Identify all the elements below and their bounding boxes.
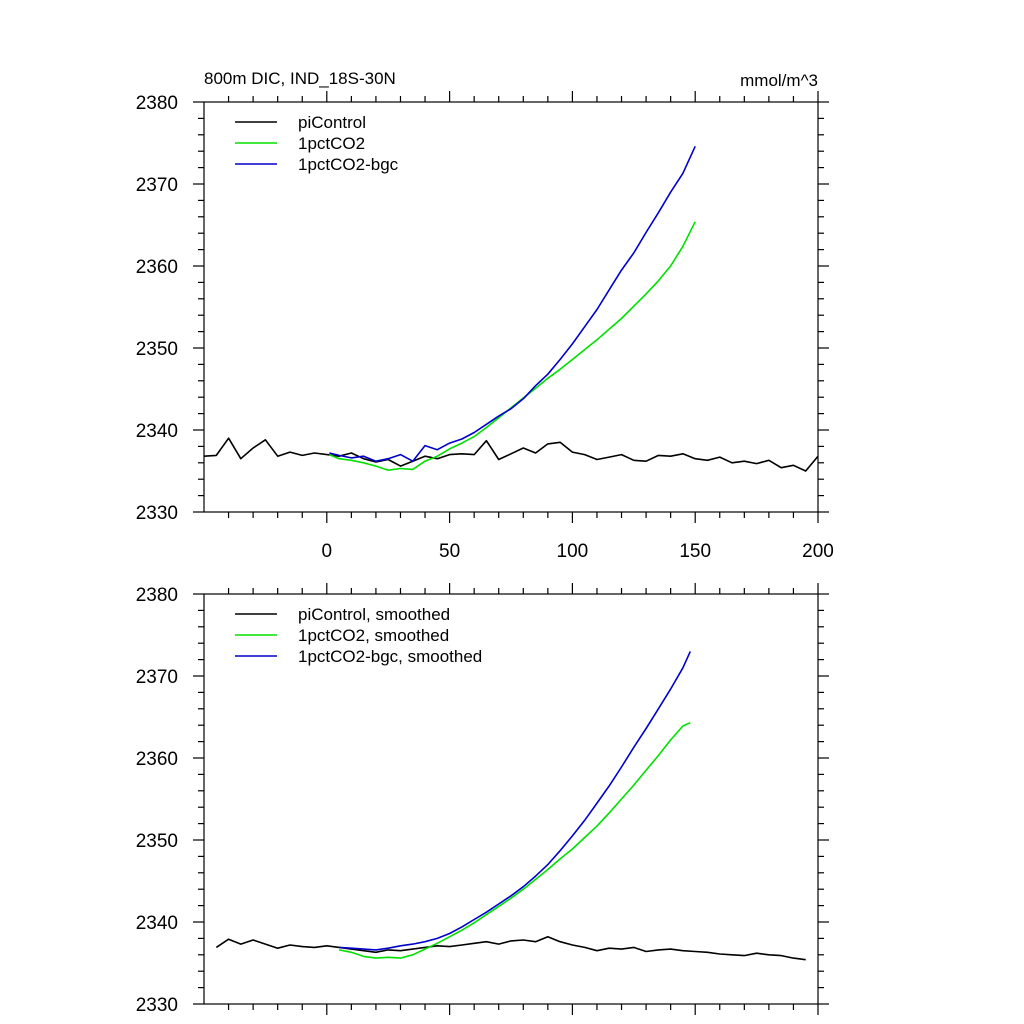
y-tick-label: 2370 [136, 175, 178, 196]
y-tick-label: 2340 [136, 913, 178, 934]
series-line-1 [328, 221, 696, 472]
x-tick-label: 150 [679, 541, 711, 562]
bottom-panel: 2330 2340 2350 2360 2370 2380 piControl, smoot… [136, 583, 829, 1016]
y-tick-label: 2350 [136, 339, 178, 360]
legend-label: 1pctCO2-bgc [298, 155, 399, 174]
x-tick-label: 0 [322, 541, 333, 562]
units-label: mmol/m^3 [740, 71, 818, 90]
plot-frame [203, 101, 819, 513]
legend-label: piControl [298, 113, 366, 132]
series-line-1 [338, 721, 691, 959]
series-line-2 [339, 651, 692, 951]
y-tick-label: 2370 [136, 667, 178, 688]
legend-label: 1pctCO2 [298, 134, 365, 153]
y-tick-label: 2350 [136, 831, 178, 852]
series-line-2 [329, 145, 696, 463]
x-tick-label: 200 [802, 541, 834, 562]
y-tick-label: 2330 [136, 995, 178, 1016]
legend-label: 1pctCO2-bgc, smoothed [298, 647, 482, 666]
y-tick-label: 2380 [136, 93, 178, 114]
series-line-0 [215, 935, 806, 961]
legend-label: 1pctCO2, smoothed [298, 626, 449, 645]
legend-label: piControl, smoothed [298, 605, 450, 624]
y-tick-label: 2380 [136, 585, 178, 606]
y-tick-label: 2360 [136, 749, 178, 770]
chart-title: 800m DIC, IND_18S-30N [204, 69, 396, 88]
x-tick-label: 50 [439, 541, 460, 562]
plot-frame [203, 593, 819, 1005]
x-tick-label: 100 [557, 541, 589, 562]
top-panel: 2330 2340 2350 2360 2370 2380 0 50 100 150 200 800m… [136, 69, 834, 562]
series-line-0 [203, 437, 819, 472]
y-tick-label: 2340 [136, 421, 178, 442]
y-tick-label: 2330 [136, 503, 178, 524]
y-tick-label: 2360 [136, 257, 178, 278]
